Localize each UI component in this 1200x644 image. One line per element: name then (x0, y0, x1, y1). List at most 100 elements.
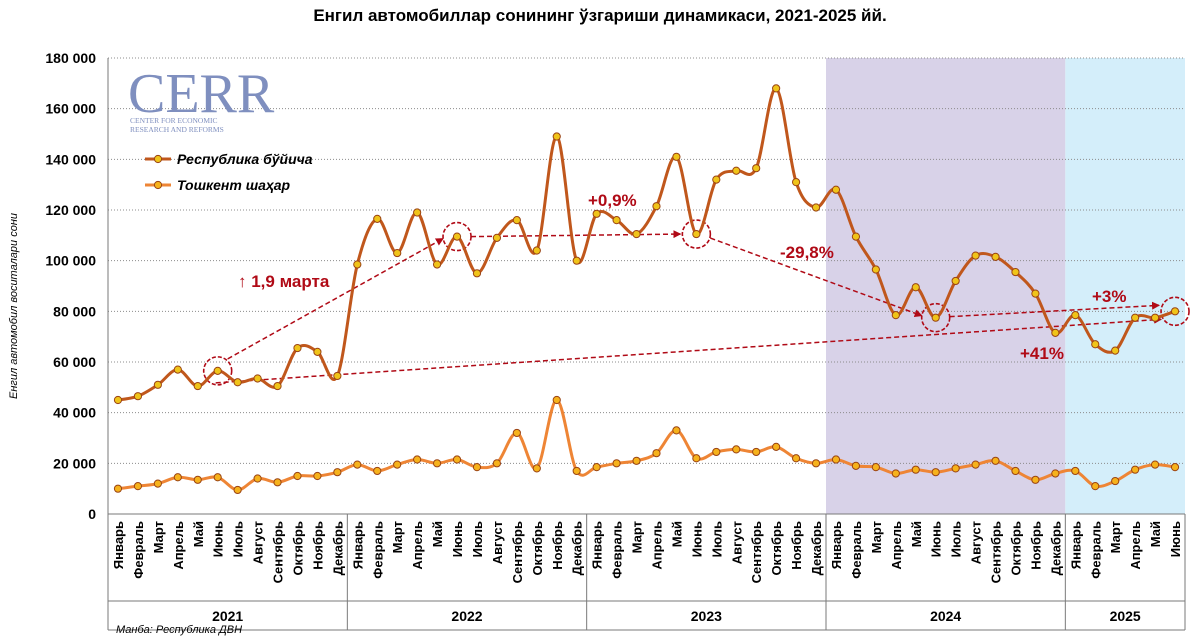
data-point (373, 214, 382, 223)
data-point (193, 475, 202, 484)
data-point (1071, 311, 1080, 320)
data-point (592, 463, 601, 472)
data-point (991, 252, 1000, 261)
data-point (712, 175, 721, 184)
x-month-label: Май (191, 521, 206, 547)
data-point (313, 471, 322, 481)
source-note: Манба: Республика ДВН (116, 624, 242, 636)
data-point (1091, 482, 1100, 491)
x-month-label: Апрель (889, 521, 904, 570)
annotation-arrows (202, 219, 1190, 386)
data-point (692, 229, 701, 239)
data-point (153, 479, 162, 488)
axes (107, 58, 1186, 631)
x-month-label: Июнь (450, 521, 465, 557)
data-point (153, 380, 162, 389)
x-month-label: Декабрь (1048, 521, 1063, 575)
series-lines (113, 84, 1180, 495)
data-point (333, 468, 342, 477)
data-point (712, 447, 721, 457)
data-point (293, 471, 302, 481)
data-point (931, 468, 940, 477)
data-point (492, 233, 502, 242)
data-point (413, 455, 422, 464)
data-point (772, 84, 781, 93)
data-point (612, 459, 621, 468)
data-point (393, 248, 402, 258)
data-point (791, 178, 801, 187)
x-month-label: Декабрь (570, 521, 585, 575)
x-month-label: Февраль (370, 521, 385, 579)
x-month-label: Июнь (929, 521, 944, 557)
highlight-circle (1160, 296, 1190, 327)
x-month-label: Январь (111, 521, 126, 569)
data-point (1091, 340, 1100, 349)
data-point (971, 251, 980, 260)
legend: Республика бўйича Тошкент шаҳар (145, 151, 313, 193)
data-point (1170, 463, 1180, 472)
x-month-label: Сентябрь (989, 521, 1004, 583)
data-point (632, 229, 641, 239)
y-tick-label: 180 000 (45, 50, 96, 66)
cerr-logo: CERR CENTER FOR ECONOMIC RESEARCH AND RE… (128, 63, 275, 134)
highlight-circle (920, 302, 951, 333)
x-month-label: Февраль (610, 521, 625, 579)
data-point (213, 473, 222, 482)
x-month-label: Март (869, 521, 884, 553)
x-month-label: Октябрь (290, 521, 305, 576)
x-month-label: Август (969, 521, 984, 564)
x-month-label: Июль (231, 521, 246, 557)
x-month-label: Июль (709, 521, 724, 557)
data-point (532, 246, 541, 255)
data-point (512, 428, 521, 438)
data-point (831, 455, 841, 464)
data-point (971, 460, 980, 469)
data-point (552, 132, 561, 141)
x-month-label: Май (669, 521, 684, 547)
data-point (273, 381, 282, 391)
x-month-label: Март (630, 521, 645, 553)
x-month-label: Июль (949, 521, 964, 557)
data-point (133, 482, 143, 491)
data-point (1111, 476, 1120, 486)
x-month-label: Июнь (211, 521, 226, 557)
data-point (233, 485, 242, 495)
x-month-label: Май (1148, 521, 1163, 547)
data-point (672, 426, 681, 435)
data-point (1071, 466, 1080, 476)
logo-subtitle-1: CENTER FOR ECONOMIC (130, 116, 218, 125)
annotation-label: ↑ 1,9 марта (238, 272, 330, 291)
x-month-label: Январь (590, 521, 605, 569)
legend-swatch-marker (153, 154, 163, 164)
x-month-labels: Январь Февраль Март Апрель Май Июнь Июль Август… (111, 521, 1183, 583)
x-month-label: Май (909, 521, 924, 547)
data-point (213, 366, 222, 375)
data-point (811, 203, 821, 212)
data-point (811, 459, 821, 468)
data-point (492, 459, 502, 468)
x-month-label: Июнь (1168, 521, 1183, 557)
data-point (532, 464, 541, 473)
gridlines (108, 57, 1185, 464)
data-point (353, 260, 362, 269)
x-month-label: Май (430, 521, 445, 547)
x-month-label: Сентябрь (510, 521, 525, 583)
data-point (732, 445, 741, 454)
data-point (1051, 469, 1060, 478)
shaded-region-0 (826, 58, 1066, 514)
x-month-label: Апрель (410, 521, 425, 570)
data-point (253, 474, 262, 483)
data-point (472, 463, 482, 472)
annotation-labels: ↑ 1,9 марта +0,9% -29,8% +3% +41% (238, 191, 1127, 363)
x-month-label: Апрель (649, 521, 664, 570)
x-month-label: Август (490, 521, 505, 564)
x-month-label: Февраль (849, 521, 864, 579)
x-month-label: Февраль (1088, 521, 1103, 579)
annotation-label: +0,9% (588, 191, 637, 210)
chart-title: Енгил автомобиллар сонининг ўзгариши дин… (313, 6, 887, 25)
data-point (672, 152, 681, 161)
data-point (931, 313, 940, 322)
data-point (113, 395, 123, 405)
data-point (732, 166, 741, 175)
data-point (692, 454, 701, 463)
